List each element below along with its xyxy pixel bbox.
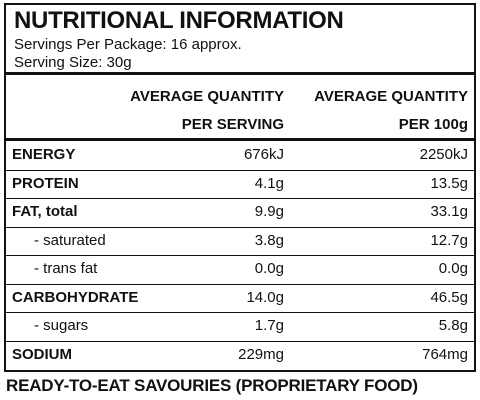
- row-sublabel: - trans fat: [34, 260, 98, 277]
- per-100g-value: 5.8g: [438, 317, 468, 334]
- row-sublabel: - saturated: [34, 231, 106, 249]
- row-label: FAT, total: [12, 203, 78, 220]
- title: NUTRITIONAL INFORMATION: [14, 7, 344, 34]
- per-serving-value: 9.9g: [254, 203, 284, 220]
- per-100g-value: 33.1g: [430, 203, 468, 220]
- row-label: SODIUM: [12, 345, 72, 363]
- column-header: AVERAGE QUANTITY: [130, 88, 284, 105]
- row-label: CARBOHYDRATE: [12, 288, 139, 306]
- row-divider: [6, 169, 474, 171]
- serving-size: Serving Size: 30g: [14, 54, 132, 71]
- footer: READY-TO-EAT SAVOURIES (PROPRIETARY FOOD…: [6, 376, 418, 395]
- rule: [6, 138, 474, 141]
- row-divider: [6, 312, 474, 313]
- row-sublabel: - sugars: [34, 317, 89, 334]
- row-divider: [6, 198, 474, 199]
- nutrition-panel: NUTRITIONAL INFORMATION Servings Per Pac…: [4, 3, 476, 372]
- per-serving-value: 229mg: [238, 345, 284, 363]
- row-divider: [6, 255, 474, 256]
- row-divider: [6, 226, 474, 228]
- row-label: ENERGY: [12, 146, 76, 163]
- per-serving-value: 676kJ: [243, 146, 284, 163]
- per-serving-value: 3.8g: [254, 231, 284, 249]
- per-serving-value: 4.1g: [254, 174, 284, 192]
- column-header: AVERAGE QUANTITY: [314, 88, 468, 105]
- per-serving-value: 1.7g: [254, 317, 284, 334]
- per-100g-value: 764mg: [422, 345, 468, 363]
- per-100g-value: 0.0g: [438, 260, 468, 277]
- per-100g-value: 46.5g: [430, 288, 468, 306]
- row-label: PROTEIN: [12, 174, 79, 192]
- row-divider: [6, 283, 474, 285]
- servings-per-package: Servings Per Package: 16 approx.: [14, 36, 242, 53]
- per-serving-value: 0.0g: [254, 260, 284, 277]
- per-100g-value: 12.7g: [430, 231, 468, 249]
- row-divider: [6, 340, 474, 342]
- per-serving-value: 14.0g: [246, 288, 284, 306]
- rule: [6, 72, 474, 75]
- per-100g-value: 13.5g: [430, 174, 468, 192]
- column-header: PER 100g: [398, 116, 468, 133]
- per-100g-value: 2250kJ: [419, 146, 468, 163]
- column-header: PER SERVING: [181, 116, 284, 133]
